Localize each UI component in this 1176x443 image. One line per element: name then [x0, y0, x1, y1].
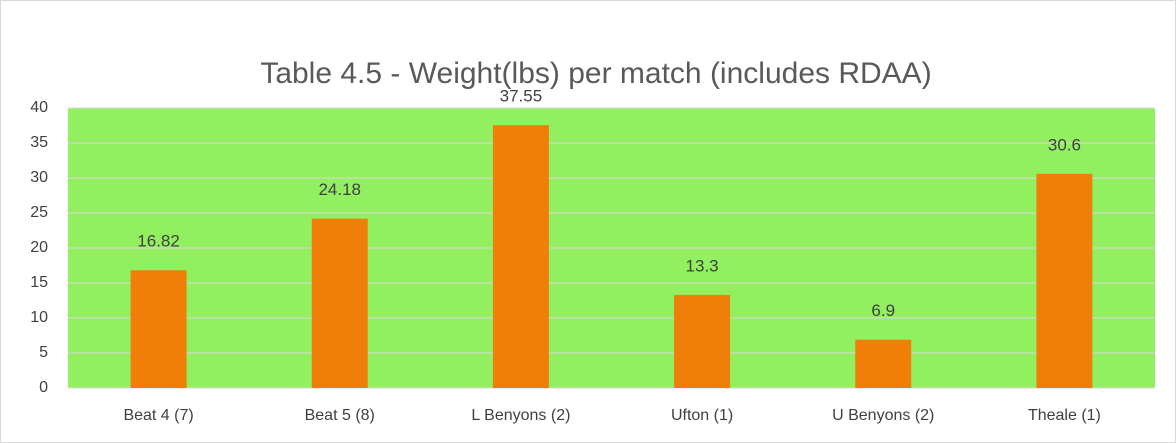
- x-tick-label: Beat 5 (8): [305, 407, 375, 424]
- data-label: 30.6: [1048, 135, 1081, 154]
- y-tick-label: 15: [30, 274, 48, 291]
- bar: [674, 294, 731, 388]
- bar: [492, 125, 549, 389]
- data-label: 24.18: [318, 180, 361, 199]
- data-label: 37.55: [500, 87, 543, 106]
- y-tick-label: 10: [30, 309, 48, 326]
- bar: [311, 218, 368, 388]
- y-tick-label: 25: [30, 204, 48, 221]
- bar: [130, 270, 187, 388]
- bar: [1036, 173, 1093, 388]
- x-tick-label: U Benyons (2): [832, 407, 934, 424]
- y-tick-label: 40: [30, 99, 48, 116]
- data-label: 13.3: [686, 256, 719, 275]
- y-tick-label: 0: [39, 379, 48, 396]
- y-tick-label: 30: [30, 169, 48, 186]
- x-tick-label: Theale (1): [1028, 407, 1101, 424]
- y-tick-label: 35: [30, 134, 48, 151]
- x-tick-label: Beat 4 (7): [123, 407, 193, 424]
- data-label: 6.9: [871, 301, 895, 320]
- chart-title: Table 4.5 - Weight(lbs) per match (inclu…: [260, 57, 931, 90]
- x-tick-label: L Benyons (2): [471, 407, 570, 424]
- data-label: 16.82: [137, 232, 180, 251]
- y-tick-label: 20: [30, 239, 48, 256]
- y-tick-label: 5: [39, 344, 48, 361]
- bar: [855, 339, 912, 388]
- x-tick-label: Ufton (1): [671, 407, 733, 424]
